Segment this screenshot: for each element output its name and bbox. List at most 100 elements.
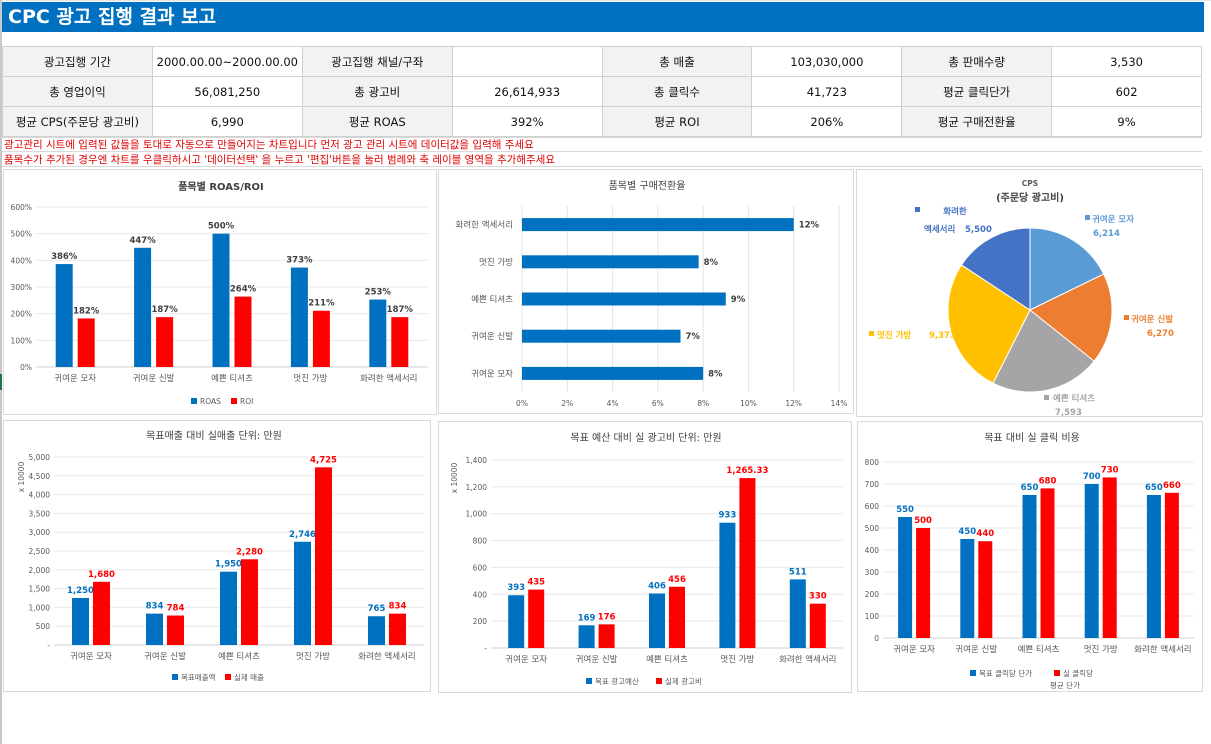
y-tick-label: 400 — [865, 546, 880, 555]
row-header-edge — [0, 0, 2, 744]
legend-label: 실 클릭당 — [1063, 668, 1093, 678]
kpi-value[interactable]: 6,990 — [151, 106, 303, 137]
x-tick-label: 0% — [516, 399, 528, 408]
x-tick-label: 2% — [561, 399, 573, 408]
data-label: 253% — [365, 288, 392, 298]
x-tick-label: 예쁜 티셔츠 — [1018, 644, 1060, 655]
legend-swatch — [1044, 395, 1049, 400]
y-tick-label: 300 — [865, 568, 880, 577]
bar — [167, 615, 184, 645]
pie-slice — [992, 309, 1095, 393]
bar — [241, 559, 258, 645]
bar — [898, 517, 913, 638]
kpi-label: 총 클릭수 — [601, 76, 753, 107]
chart-cps-pie[interactable]: CPS (주문당 광고비) 귀여운 모자 6,214 귀여운 신발 6,270 예쁜 티셔츠… — [856, 169, 1203, 418]
bar — [156, 317, 174, 367]
legend-swatch — [586, 678, 592, 684]
kpi-value[interactable]: 602 — [1051, 76, 1202, 107]
y-tick-label: 100 — [865, 612, 880, 621]
kpi-value[interactable]: 41,723 — [751, 76, 903, 107]
kpi-value[interactable] — [451, 46, 603, 77]
x-tick-label: 화려한 액세서리 — [358, 651, 415, 662]
chart-roas-roi[interactable]: 품목별 ROAS/ROI 0% 100% 200% 300% 400% 500% 600% 귀여… — [3, 169, 437, 415]
kpi-value[interactable]: 103,030,000 — [751, 46, 903, 77]
x-tick-label: 예쁜 티셔츠 — [211, 373, 253, 384]
bar — [1084, 484, 1099, 638]
data-label: 784 — [167, 604, 185, 614]
y-tick-label: 400 — [473, 590, 488, 599]
y-tick-label: 1,400 — [466, 456, 488, 465]
y-tick-label: 300% — [11, 283, 32, 292]
data-label: 680 — [1039, 476, 1057, 486]
y-tick-label: 600 — [865, 502, 880, 511]
chart-title: 목표매출 대비 실매출 단위: 만원 — [146, 429, 282, 442]
bar — [290, 267, 308, 367]
legend-label: 목표매출액 — [181, 672, 216, 682]
data-label: 511 — [789, 567, 807, 577]
slice-name: 멋진 가방 — [877, 330, 911, 341]
legend-swatch — [869, 331, 874, 336]
legend-swatch — [172, 674, 178, 680]
bar — [522, 255, 699, 269]
y-tick-label: 500 — [36, 622, 51, 631]
legend-swatch — [191, 398, 197, 404]
y-tick-label: 0% — [20, 363, 32, 372]
chart-subtitle: (주문당 광고비) — [996, 191, 1064, 204]
bar — [528, 589, 545, 648]
data-label: 2,746 — [289, 530, 316, 540]
y-tick-label: 400% — [11, 256, 32, 265]
bar — [978, 541, 993, 638]
legend-swatch — [1085, 215, 1090, 220]
y-tick-label: 3,500 — [29, 509, 51, 518]
kpi-value[interactable]: 2000.00.00~2000.00.00 — [151, 46, 303, 77]
data-label: 373% — [286, 256, 313, 266]
x-tick-label: 멋진 가방 — [293, 373, 327, 384]
kpi-value[interactable]: 3,530 — [1051, 46, 1202, 77]
kpi-value[interactable]: 9% — [1051, 106, 1202, 137]
x-tick-label: 화려한 액세서리 — [1134, 644, 1191, 655]
y-tick-label: 1,000 — [29, 603, 51, 612]
kpi-value[interactable]: 392% — [451, 106, 603, 137]
y-tick-label: 3,000 — [29, 528, 51, 537]
legend-swatch — [231, 398, 237, 404]
legend-swatch — [225, 674, 231, 680]
chart-conversion-rate[interactable]: 품목별 구매전환율 0% 2% 4% 6% 8% 10% 12% 14% 화려한 액세서리 12% 멋… — [438, 169, 854, 414]
bar — [146, 613, 163, 645]
data-label: 187% — [151, 305, 178, 315]
bar — [391, 317, 409, 367]
chart-ad-budget[interactable]: 목표 예산 대비 실 광고비 단위: 만원 x 10000 - 200 400 600 80… — [438, 421, 852, 693]
y-tick-label: 귀여운 신발 — [471, 331, 513, 342]
bar — [294, 541, 311, 645]
bar — [1102, 477, 1117, 638]
y-tick-label: 700 — [865, 480, 880, 489]
kpi-value[interactable]: 206% — [751, 106, 903, 137]
data-label: 9% — [731, 295, 746, 305]
legend-label: 실제 광고비 — [665, 676, 702, 686]
data-label: 386% — [51, 252, 78, 262]
bar — [522, 329, 681, 343]
kpi-value[interactable]: 26,614,933 — [451, 76, 603, 107]
pie-slice — [947, 264, 1031, 384]
bar — [389, 613, 406, 645]
bar — [369, 299, 387, 367]
chart-click-cost[interactable]: 목표 대비 실 클릭 비용 0 100 200 300 400 500 600 700 800 귀여… — [857, 421, 1203, 692]
data-label: 406 — [648, 581, 666, 591]
divider — [2, 166, 1202, 167]
chart-sales-target[interactable]: 목표매출 대비 실매출 단위: 만원 x 10000 - 500 1,000 1,500 2… — [3, 420, 431, 692]
slice-value: 5,500 — [965, 225, 992, 235]
chart-title: CPS — [1022, 179, 1038, 188]
bar — [789, 579, 806, 648]
kpi-label: 총 판매수량 — [901, 46, 1053, 77]
report-title: CPC 광고 집행 결과 보고 — [2, 2, 1204, 32]
bar — [522, 292, 726, 306]
legend-label: 목표 클릭당 단가 — [979, 668, 1032, 678]
kpi-row: 광고집행 기간 2000.00.00~2000.00.00 광고집행 채널/구좌 총 … — [2, 46, 1202, 77]
y-tick-label: 2,500 — [29, 547, 51, 556]
slice-name: 예쁜 티셔츠 — [1053, 393, 1095, 404]
bar — [72, 598, 89, 645]
kpi-label: 총 영업이익 — [2, 76, 153, 107]
y-tick-label: 200 — [865, 590, 880, 599]
bar — [649, 593, 665, 648]
kpi-value[interactable]: 56,081,250 — [151, 76, 303, 107]
y-axis-label: x 10000 — [17, 461, 26, 492]
